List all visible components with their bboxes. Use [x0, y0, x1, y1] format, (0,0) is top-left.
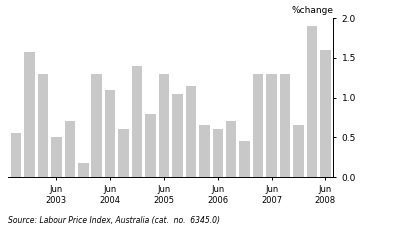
Bar	[320, 50, 331, 177]
Bar	[186, 86, 196, 177]
Bar	[266, 74, 277, 177]
Bar	[226, 121, 237, 177]
Bar	[280, 74, 290, 177]
Bar	[65, 121, 75, 177]
Text: %change: %change	[291, 6, 333, 15]
Bar	[51, 137, 62, 177]
Bar	[307, 26, 317, 177]
Bar	[78, 163, 89, 177]
Bar	[11, 133, 21, 177]
Bar	[132, 66, 143, 177]
Bar	[145, 114, 156, 177]
Bar	[172, 94, 183, 177]
Bar	[253, 74, 263, 177]
Bar	[199, 125, 210, 177]
Bar	[24, 52, 35, 177]
Bar	[118, 129, 129, 177]
Bar	[38, 74, 48, 177]
Bar	[105, 90, 116, 177]
Bar	[91, 74, 102, 177]
Bar	[212, 129, 223, 177]
Bar	[159, 74, 169, 177]
Bar	[293, 125, 304, 177]
Bar	[239, 141, 250, 177]
Text: Source: Labour Price Index, Australia (cat.  no.  6345.0): Source: Labour Price Index, Australia (c…	[8, 216, 220, 225]
